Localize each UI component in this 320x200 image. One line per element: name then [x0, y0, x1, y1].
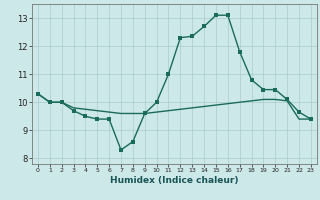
X-axis label: Humidex (Indice chaleur): Humidex (Indice chaleur)	[110, 176, 239, 185]
